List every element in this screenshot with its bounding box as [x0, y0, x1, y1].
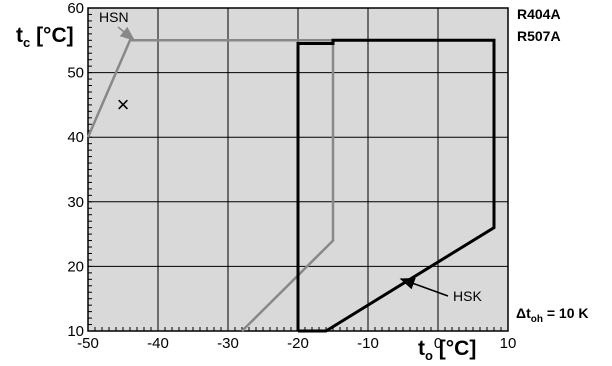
refrigerant-label-1: R404A — [517, 6, 561, 22]
minor-ticks — [87, 7, 509, 332]
y-tick-label: 10 — [67, 323, 84, 340]
annotation-hsn: HSN — [99, 9, 129, 25]
x-tick-label: -10 — [357, 335, 379, 352]
x-tick-label: -50 — [77, 335, 99, 352]
refrigerant-label-2: R507A — [517, 28, 561, 44]
tick-labels: -50 -40 -30 -20 -10 0 10 10 20 30 40 50 60 — [67, 0, 516, 352]
y-tick-label: 40 — [67, 129, 84, 146]
x-tick-label: 0 — [434, 335, 442, 352]
x-tick-label: -30 — [217, 335, 239, 352]
annotation-hsk-arrow — [399, 277, 449, 297]
superheat-condition: Δtoh = 10 K — [516, 305, 588, 325]
series-hsk-line — [296, 38, 496, 333]
y-tick-label: 20 — [67, 258, 84, 275]
operating-point-marker: × — [117, 92, 130, 117]
y-tick-label: 30 — [67, 194, 84, 211]
y-tick-label: 50 — [67, 65, 84, 82]
series-layer — [86, 38, 496, 333]
x-tick-label: -40 — [147, 335, 169, 352]
annotation-hsk: HSK — [453, 288, 482, 304]
x-axis-title: to [°C] — [418, 337, 476, 363]
x-tick-label: 10 — [500, 335, 517, 352]
y-axis-title: tc [°C] — [16, 24, 74, 50]
y-tick-label: 60 — [67, 0, 84, 17]
annotation-hsn-arrow — [117, 26, 136, 41]
x-tick-label: -20 — [287, 335, 309, 352]
